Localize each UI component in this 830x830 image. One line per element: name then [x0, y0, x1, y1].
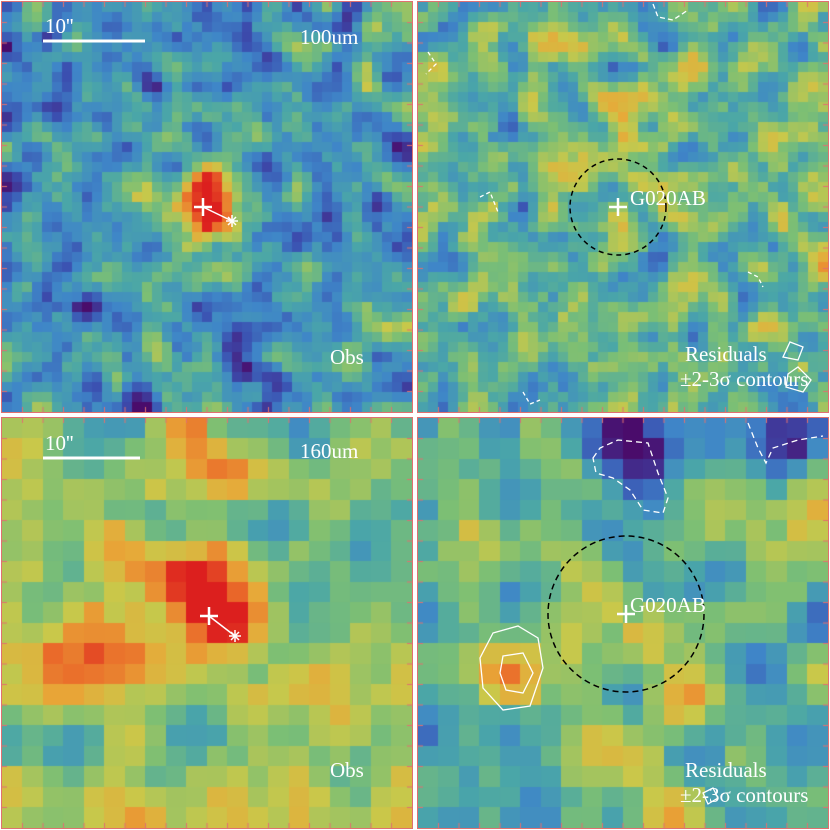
- band-label: 160um: [300, 439, 359, 463]
- contours-label: ±2-3σ contours: [680, 367, 809, 391]
- heatmap-image: [418, 418, 828, 828]
- overlay: [43, 456, 241, 642]
- source-name-label: G020AB: [630, 593, 706, 617]
- heatmap-image: [2, 418, 412, 828]
- residuals-label: Residuals: [685, 342, 767, 366]
- aperture-circle: [547, 535, 705, 693]
- source-name-label: G020AB: [630, 186, 706, 210]
- aperture-circle: [569, 158, 667, 256]
- panel-residual-160um: G020AB Residuals ±2-3σ contours: [417, 417, 829, 829]
- obs-label: Obs: [330, 758, 364, 782]
- star-marker: [226, 215, 238, 227]
- overlay: [425, 3, 812, 405]
- residual-contours: [425, 3, 812, 405]
- cross-marker: [617, 605, 635, 623]
- band-label: 100um: [300, 25, 359, 49]
- overlay: [479, 422, 824, 805]
- star-marker: [229, 630, 241, 642]
- residuals-label: Residuals: [685, 758, 767, 782]
- overlay: [43, 39, 238, 227]
- panel-obs-100um: 10'' 100um Obs: [1, 1, 413, 413]
- contours-label: ±2-3σ contours: [680, 783, 809, 807]
- residual-contours: [479, 422, 824, 805]
- scale-label: 10'': [45, 431, 74, 455]
- obs-label: Obs: [330, 345, 364, 369]
- offset-line: [202, 206, 233, 222]
- cross-marker: [609, 198, 627, 216]
- scale-label: 10'': [45, 14, 74, 38]
- panel-obs-160um: 10'' 160um Obs: [1, 417, 413, 829]
- panel-residual-100um: G020AB Residuals ±2-3σ contours: [417, 1, 829, 413]
